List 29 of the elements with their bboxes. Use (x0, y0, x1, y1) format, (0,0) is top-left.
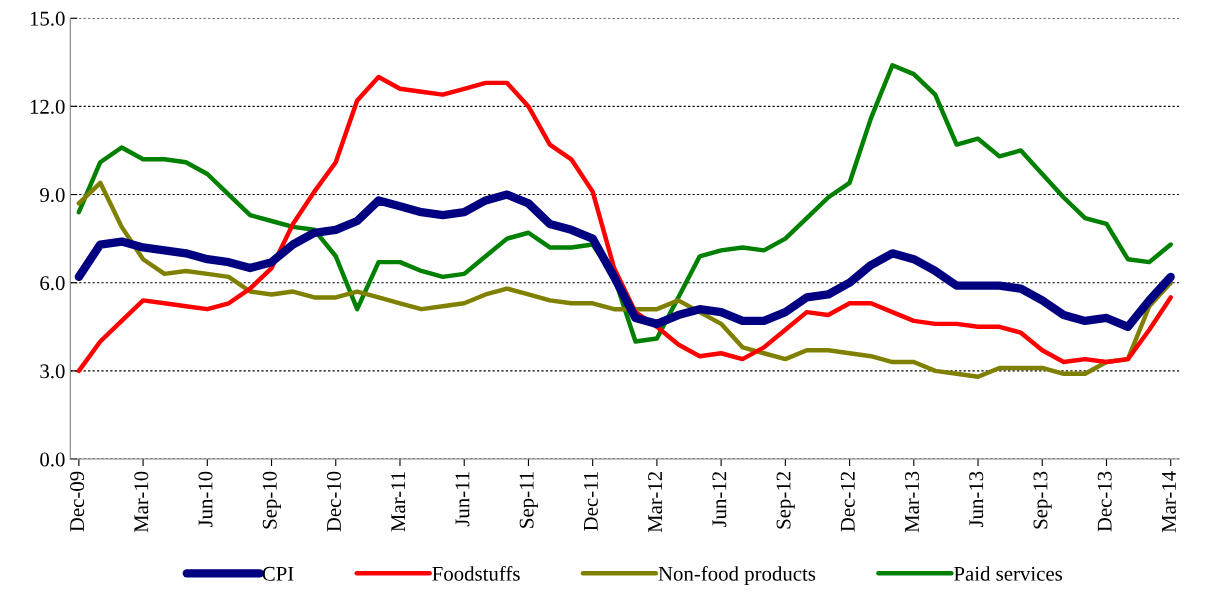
x-tick-label: Sep-10 (262, 471, 281, 529)
y-tick-label: 9.0 (40, 187, 65, 203)
x-tick-label: Dec-10 (326, 471, 341, 532)
y-tick-label: 0.0 (40, 452, 65, 467)
x-tick-label: Jun-12 (712, 472, 727, 528)
x-tick-label: Dec-12 (840, 472, 855, 532)
x-tick-label: Sep-12 (776, 471, 795, 529)
x-tick-label: Mar-13 (905, 471, 920, 533)
y-tick-label: 12.0 (30, 99, 65, 114)
legend-label: Foodstuffs (432, 565, 520, 581)
x-tick-label: Mar-10 (134, 471, 149, 533)
x-tick-label: Dec-09 (70, 471, 85, 532)
x-tick-label: Jun-10 (198, 471, 213, 528)
x-tick-label: Sep-11 (519, 472, 538, 528)
y-tick-label: 3.0 (40, 364, 65, 379)
x-tick-label: Mar-12 (648, 472, 663, 533)
x-tick-label: Dec-11 (583, 472, 598, 531)
y-tick-label: 6.0 (40, 276, 65, 291)
x-tick-label: Mar-14 (1161, 471, 1176, 533)
x-tick-label: Mar-11 (391, 472, 406, 532)
x-tick-label: Jun-11 (455, 472, 470, 527)
legend-label: Paid services (954, 566, 1063, 581)
legend-label: Non-food products (658, 565, 816, 586)
line-series (76, 180, 1173, 379)
x-tick-label: Sep-13 (1033, 471, 1052, 529)
legend-label: CPI (262, 566, 294, 581)
x-tick-label: Dec-13 (1097, 471, 1112, 532)
y-tick-label: 15.0 (30, 11, 65, 26)
x-tick-label: Jun-13 (969, 471, 984, 528)
